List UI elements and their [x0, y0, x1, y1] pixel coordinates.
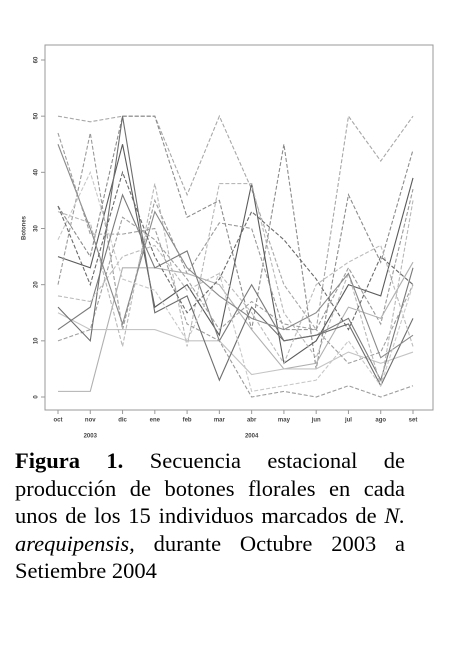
y-tick-label: 40 [34, 168, 40, 175]
caption: Figura 1. Secuencia estacional de produc… [15, 447, 405, 585]
series-line [57, 183, 414, 386]
x-tick-label: ene [150, 418, 161, 424]
x-tick-label: jun [311, 418, 321, 424]
year-label: 2003 [84, 434, 98, 440]
y-tick-label: 30 [34, 225, 40, 232]
series-line [57, 312, 414, 376]
x-tick-label: jul [344, 418, 352, 424]
chart: Botones 0 10 20 30 40 50 60 oct nov dic ene feb mar a… [22, 44, 434, 440]
x-tick-label: dic [118, 418, 127, 424]
x-tick-label: oct [54, 418, 63, 424]
year-label: 2004 [245, 434, 259, 440]
x-tick-label: abr [247, 418, 257, 424]
y-tick-label: 60 [34, 56, 40, 63]
x-tick-label: feb [183, 418, 192, 424]
series-line [57, 170, 414, 331]
x-tick-label: may [278, 418, 291, 424]
x-tick-label: ago [375, 418, 386, 424]
series-line [57, 144, 414, 359]
caption-label: Figura 1. [15, 448, 124, 473]
y-tick-label: 10 [34, 337, 40, 344]
x-tick-label: set [409, 418, 418, 424]
series-line [57, 244, 414, 365]
y-axis-label: Botones [22, 215, 28, 240]
series-line [58, 261, 414, 392]
series-line [57, 132, 414, 398]
series-line [57, 114, 414, 332]
series-line [57, 132, 414, 331]
series-line [57, 170, 414, 393]
x-tick-label: nov [85, 418, 96, 424]
y-tick-label: 50 [34, 112, 40, 119]
plot-frame [44, 44, 434, 411]
series-line [57, 193, 414, 382]
y-tick-label: 0 [34, 395, 40, 399]
series-line [57, 116, 414, 387]
species-name: N. arequipensis, [15, 503, 405, 556]
x-tick-label: mar [214, 418, 226, 424]
caption-text: durante Octubre 2003 a Setiembre 2004 [15, 530, 406, 584]
y-tick-label: 20 [34, 281, 40, 288]
series-line [57, 115, 414, 370]
caption-text: Secuencia estacional de producción de bo… [15, 448, 406, 528]
series-line [57, 216, 414, 364]
